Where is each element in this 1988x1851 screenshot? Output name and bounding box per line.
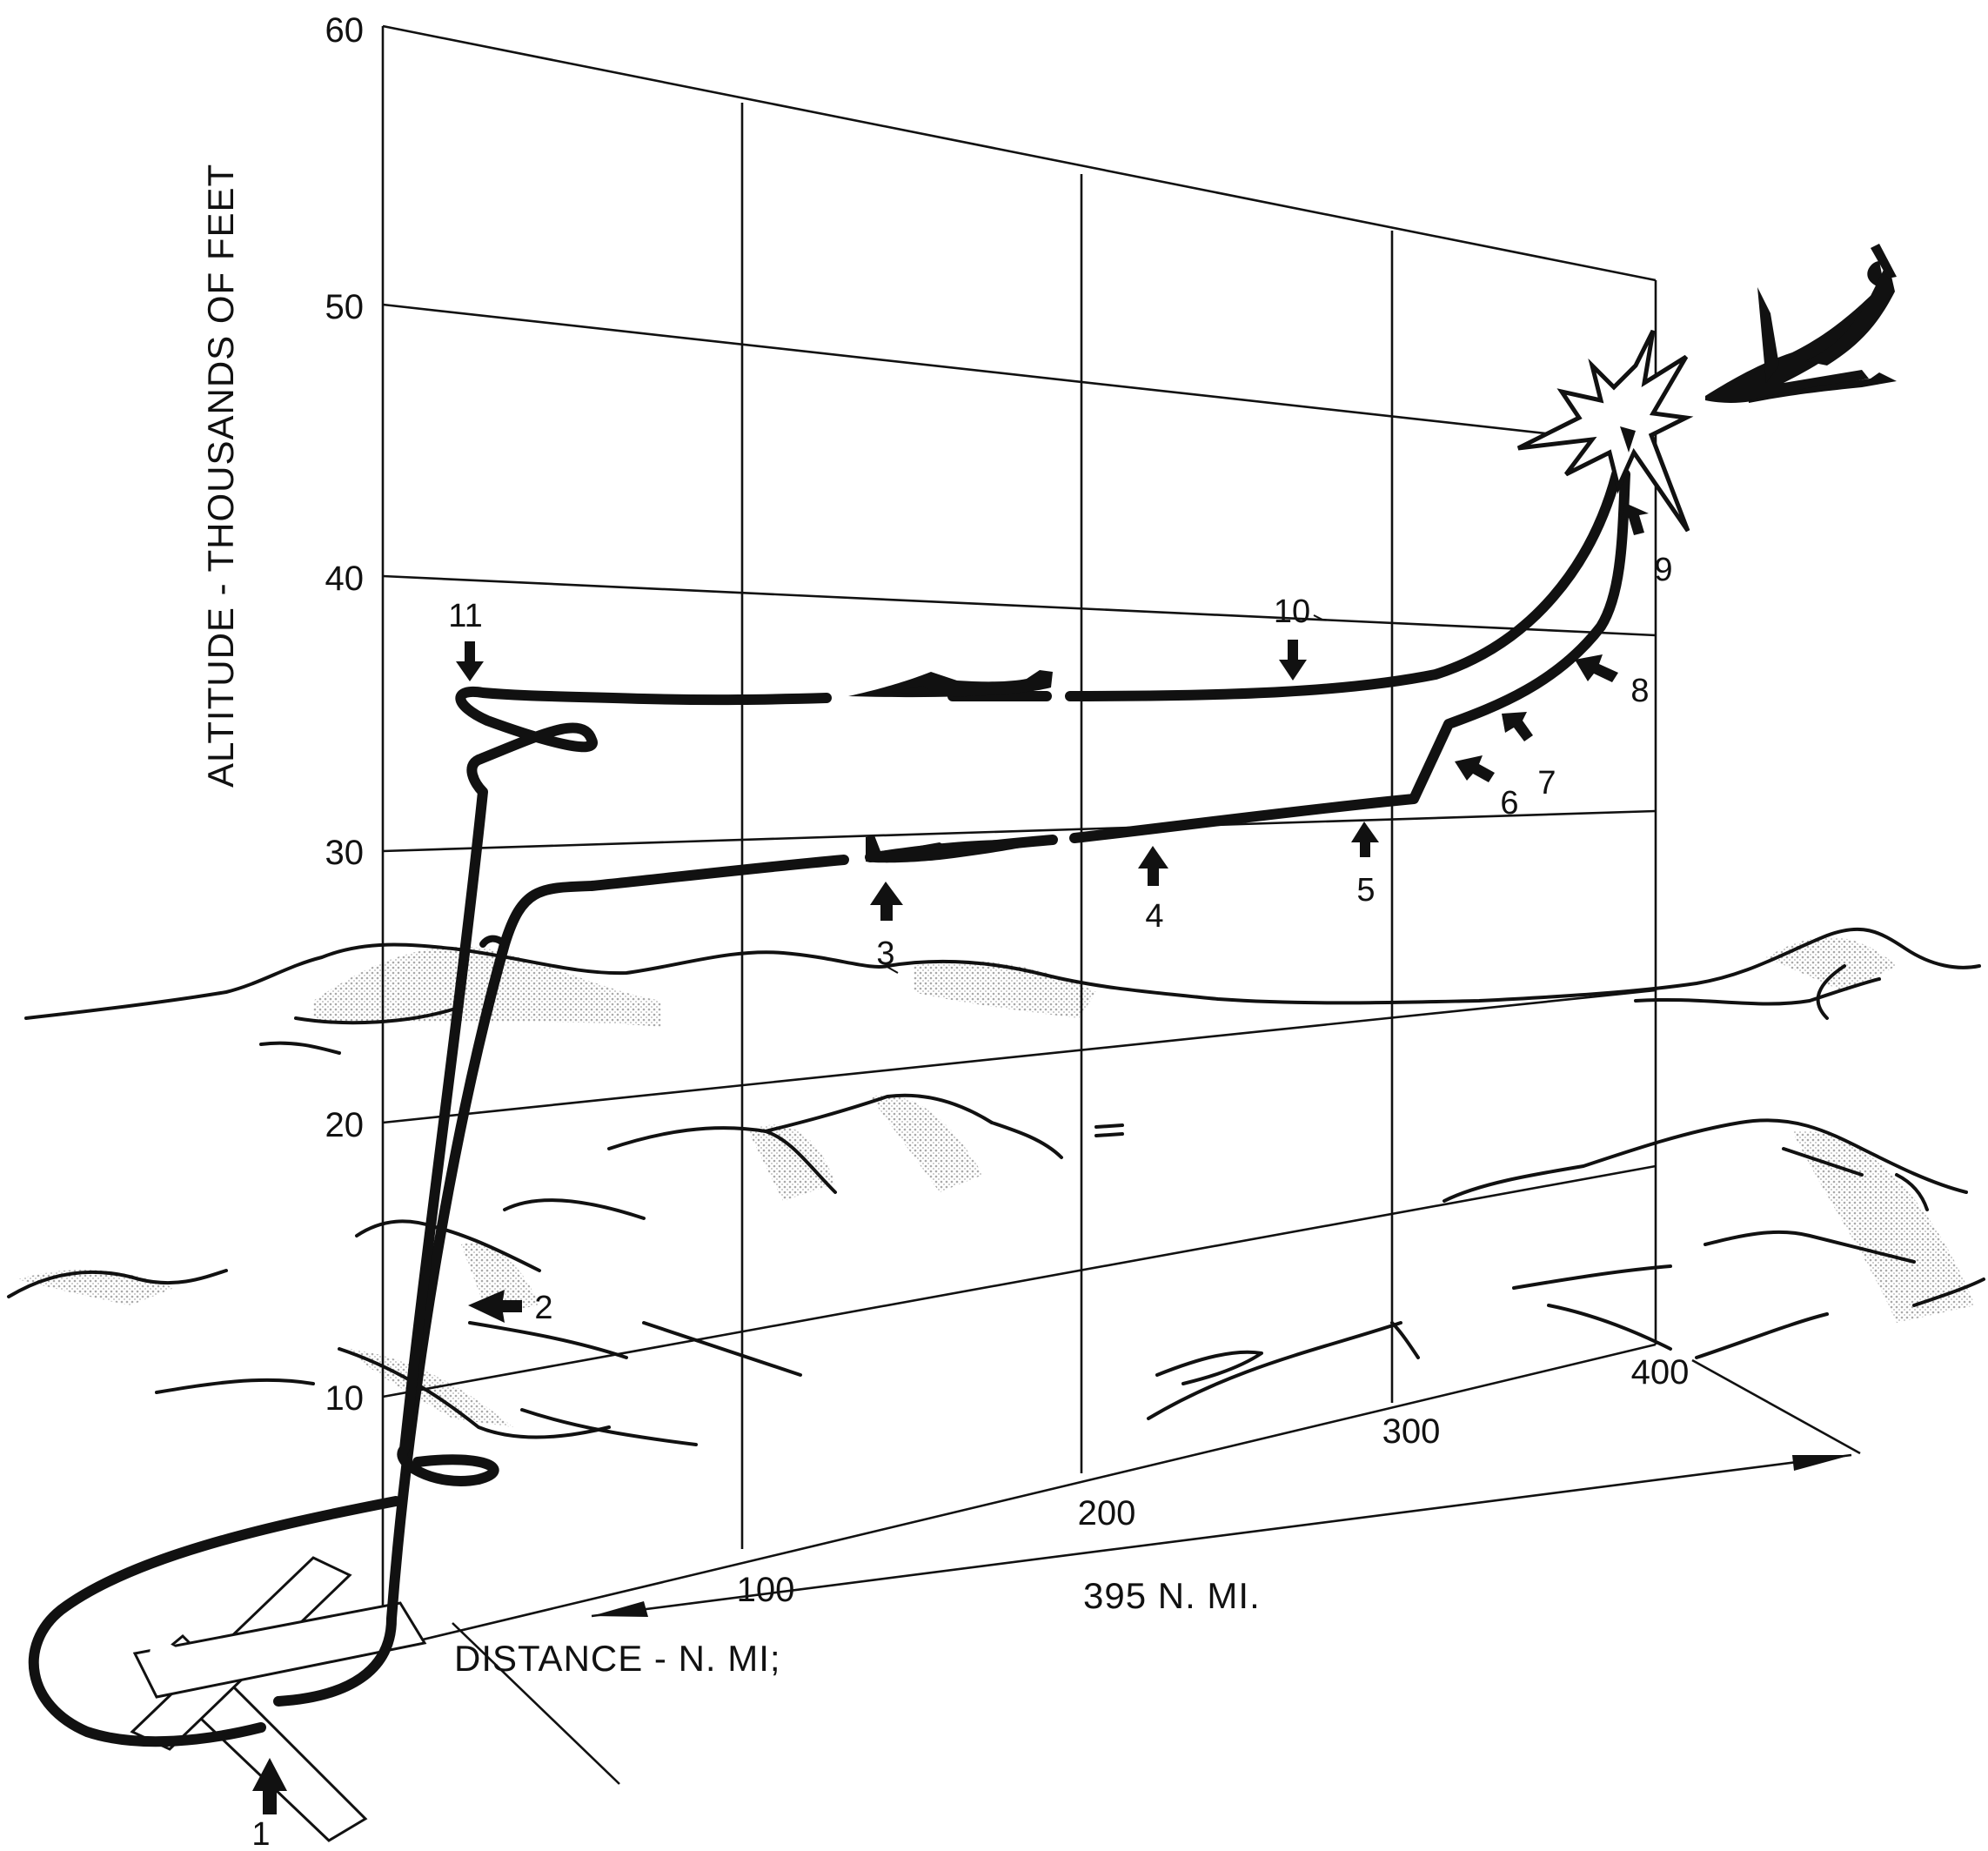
ridge-line (607, 1126, 837, 1194)
callout-3: 3 (876, 936, 894, 972)
interceptor-flight-path (273, 855, 849, 1707)
ridge-line (764, 1093, 994, 1133)
dimension-line (591, 1453, 1852, 1618)
arrow-icon (1279, 640, 1307, 681)
arrow-icon (252, 1758, 287, 1814)
dimension-label-bg (1077, 1568, 1305, 1617)
ridge-line (1704, 1230, 1916, 1264)
interceptor-aircraft-icon (848, 670, 1053, 698)
interceptor-flight-path (1069, 469, 1630, 843)
arrow-icon (1138, 846, 1168, 886)
callout-numbers: 1 2 3 4 5 6 7 8 9 10 11 (251, 552, 1672, 1851)
callout-1: 1 (251, 1816, 270, 1847)
arrow-icon (1502, 712, 1533, 741)
ridge-line (468, 1321, 628, 1359)
interceptor-return-path (479, 935, 508, 948)
grid-horizontal-20 (382, 989, 1657, 1124)
explosion-icon (1516, 329, 1694, 533)
arrow-icon (1620, 503, 1649, 535)
ridge-line (24, 927, 1981, 1020)
ridge-line (1155, 1350, 1263, 1385)
dimension-label: 395 N. MI. (1083, 1575, 1261, 1616)
y-tick-60: 60 (325, 11, 365, 50)
y-tick-40: 40 (325, 560, 365, 598)
y-tick-10: 10 (325, 1379, 365, 1418)
ridge-line (1695, 1312, 1829, 1359)
grid-horizontal-10 (382, 1164, 1657, 1398)
ridge-line (1442, 1118, 1968, 1203)
ridge-line (155, 1378, 315, 1394)
callout-leader-10 (1313, 614, 1323, 620)
x-axis-title: DISTANCE - N. MI; (454, 1638, 781, 1679)
callout-6: 6 (1500, 785, 1518, 822)
x-tick-100: 100 (737, 1571, 795, 1609)
callout-9: 9 (1654, 552, 1672, 588)
x-tick-400: 400 (1631, 1353, 1690, 1392)
callout-leader-3 (885, 965, 899, 974)
callout-8: 8 (1630, 673, 1649, 709)
arrow-icon (456, 641, 484, 681)
callout-2: 2 (534, 1290, 552, 1326)
callout-5: 5 (1356, 872, 1375, 909)
altitude-tick-labels: 60 50 40 30 20 10 (325, 11, 365, 1418)
dimension-extension-right (1691, 1358, 1861, 1455)
ridge-line (1782, 1147, 1864, 1177)
ridge-line (1816, 964, 1846, 1020)
interceptor-aircraft-icon (866, 835, 1053, 863)
ridge-line (294, 1008, 454, 1025)
ridge-line (1634, 977, 1881, 1006)
interceptor-return-path (1065, 469, 1622, 701)
grid-horizontal-60 (382, 24, 1657, 282)
flight-paths (28, 469, 1630, 1747)
ridge-line (1547, 1304, 1672, 1351)
arrow-icon (1455, 755, 1495, 782)
callout-arrows (252, 503, 1649, 1814)
distance-axis (382, 1343, 1657, 1651)
ridge-line (990, 1121, 1063, 1159)
y-tick-50: 50 (325, 288, 365, 326)
ridge-line (1147, 1321, 1402, 1420)
callout-10: 10 (1274, 594, 1310, 630)
ridge-line (1512, 1264, 1672, 1290)
ridge-line (1912, 1278, 1985, 1307)
ridge-line (520, 1408, 698, 1446)
ridge-line (7, 1269, 228, 1298)
x-tick-300: 300 (1382, 1412, 1441, 1451)
x-tick-200: 200 (1078, 1494, 1136, 1532)
ridge-line (503, 1198, 646, 1220)
arrow-icon (1351, 822, 1379, 857)
runway-icon (130, 1556, 427, 1842)
callout-4: 4 (1145, 898, 1163, 935)
interceptor-return-path (397, 686, 832, 1486)
ridge-line (1390, 1321, 1420, 1359)
callout-11: 11 (448, 598, 482, 634)
target-aircraft-icon (1705, 244, 1897, 403)
grid-horizontal-50 (382, 303, 1657, 447)
interceptor-return-path (28, 1496, 401, 1747)
grid-horizontal-40 (382, 574, 1657, 637)
ridge-line (259, 1041, 341, 1055)
y-tick-30: 30 (325, 834, 365, 872)
y-axis-title: ALTITUDE - THOUSANDS OF FEET (200, 164, 241, 788)
dimension-arrowhead-left (592, 1601, 648, 1617)
distance-tick-labels: 100 200 300 400 (737, 1353, 1690, 1609)
arrow-icon (1575, 654, 1618, 682)
dimension-arrowhead-right (1792, 1455, 1851, 1471)
y-tick-20: 20 (325, 1106, 365, 1144)
ridge-line (1094, 1123, 1124, 1137)
ridge-line (1895, 1173, 1929, 1211)
distance-dimension (452, 1358, 1861, 1785)
ridge-line (642, 1321, 802, 1377)
callout-7: 7 (1537, 765, 1556, 801)
dimension-extension-left (452, 1622, 620, 1785)
grid-horizontal-30 (382, 809, 1657, 853)
arrow-icon (870, 882, 903, 921)
arrow-icon (468, 1290, 522, 1323)
